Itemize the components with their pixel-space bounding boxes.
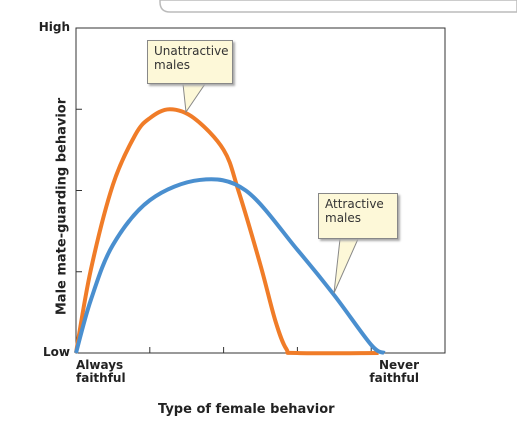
callout-pointer (333, 238, 359, 294)
x-axis-title: Type of female behavior (158, 402, 335, 417)
y-tick-label: Low (43, 345, 70, 359)
series-label: Attractive males (318, 193, 398, 239)
curve (74, 177, 386, 355)
series-label: Unattractive males (147, 40, 233, 84)
y-axis-title: Male mate-guarding behavior (54, 97, 70, 316)
x-tick-label: Never faithful (369, 358, 419, 385)
curve (74, 107, 379, 356)
plot-frame (75, 27, 446, 354)
callout-pointer (182, 83, 206, 114)
ui-panel-edge (159, 0, 517, 13)
x-tick-label: Always faithful (76, 358, 126, 385)
y-tick-label: High (38, 20, 70, 34)
